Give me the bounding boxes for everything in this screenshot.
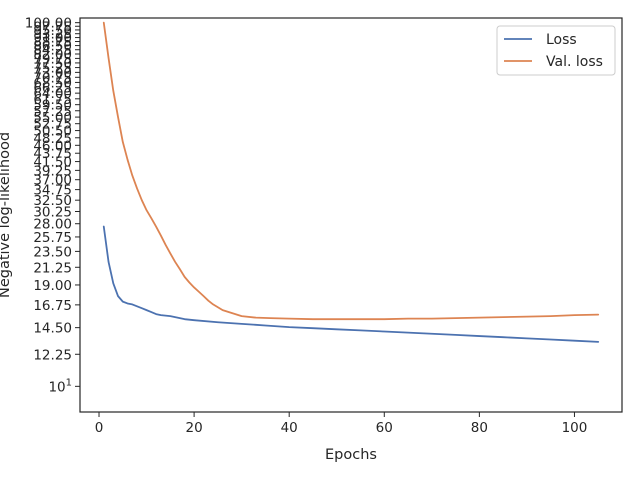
y-tick-label: 23.50 — [33, 244, 72, 260]
x-axis-label: Epochs — [325, 447, 377, 463]
y-tick-label: 64.00 — [33, 86, 72, 102]
series-line-val-loss — [102, 21, 600, 321]
y-tick-label: 46.00 — [33, 138, 72, 154]
y-tick-label: 91.00 — [33, 31, 72, 47]
y-tick-label: 77.50 — [33, 56, 72, 72]
x-tick-label: 20 — [186, 420, 203, 436]
y-tick-label: 75.25 — [33, 61, 72, 77]
y-tick-label: 70.75 — [33, 70, 72, 86]
y-tick-label: 88.75 — [33, 35, 72, 51]
y-tick-label: 68.50 — [33, 75, 72, 91]
y-tick-label: 30.25 — [33, 205, 72, 221]
y-tick-label: 59.50 — [33, 98, 72, 114]
y-tick-label: 25.75 — [33, 230, 72, 246]
x-axis-ticks: 0 20 40 60 80 100 — [95, 412, 588, 436]
y-tick-label: 82.00 — [33, 47, 72, 63]
y-tick-label: 84.25 — [33, 43, 72, 59]
plot-frame — [79, 17, 623, 413]
y-tick-label: 41.50 — [33, 155, 72, 171]
y-tick-label: 39.25 — [33, 163, 72, 179]
y-tick-label: 73.00 — [33, 65, 72, 81]
y-tick-label: 14.50 — [33, 321, 72, 337]
legend: Loss Val. loss — [496, 25, 616, 76]
y-tick-label: 57.25 — [33, 104, 72, 120]
x-tick-label: 100 — [562, 420, 588, 436]
y-tick-label: 101 — [48, 377, 72, 395]
x-tick-label: 0 — [95, 420, 104, 436]
y-tick-label: 100.00 — [25, 16, 72, 32]
y-tick-label: 48.25 — [33, 131, 72, 147]
x-tick-label: 60 — [376, 420, 393, 436]
y-tick-label: 12.25 — [33, 347, 72, 363]
x-tick-label: 40 — [281, 420, 298, 436]
series-line-loss — [102, 225, 600, 343]
y-tick-label: 93.25 — [33, 27, 72, 43]
plot-area — [80, 18, 622, 412]
y-tick-label: 19.00 — [33, 278, 72, 294]
y-axis-ticks: 101 12.25 14.50 16.75 19.00 21.2523.5025.7528… — [25, 16, 80, 395]
y-tick-label: 21.25 — [33, 260, 72, 276]
y-tick-label: 28.00 — [33, 217, 72, 233]
y-tick-label: 95.50 — [33, 23, 72, 39]
y-tick-label: 97.75 — [33, 19, 72, 35]
y-tick-label: 86.50 — [33, 39, 72, 55]
y-tick-label: 43.75 — [33, 146, 72, 162]
y-tick-label: 52.75 — [33, 117, 72, 133]
legend-label-val-loss: Val. loss — [546, 54, 603, 70]
y-tick-label: 50.50 — [33, 124, 72, 140]
y-tick-label: 34.75 — [33, 183, 72, 199]
legend-label-loss: Loss — [546, 32, 577, 48]
y-tick-label: 16.75 — [33, 298, 72, 314]
y-tick-label: 55.00 — [33, 110, 72, 126]
x-tick-label: 80 — [471, 420, 488, 436]
y-tick-label: 37.00 — [33, 173, 72, 189]
y-tick-label: 66.25 — [33, 81, 72, 97]
y-tick-label: 32.50 — [33, 193, 72, 209]
y-tick-label: 79.75 — [33, 51, 72, 67]
y-axis-label: Negative log-likelihood — [0, 132, 13, 298]
y-tick-label: 61.75 — [33, 92, 72, 108]
series-lines — [102, 21, 600, 343]
